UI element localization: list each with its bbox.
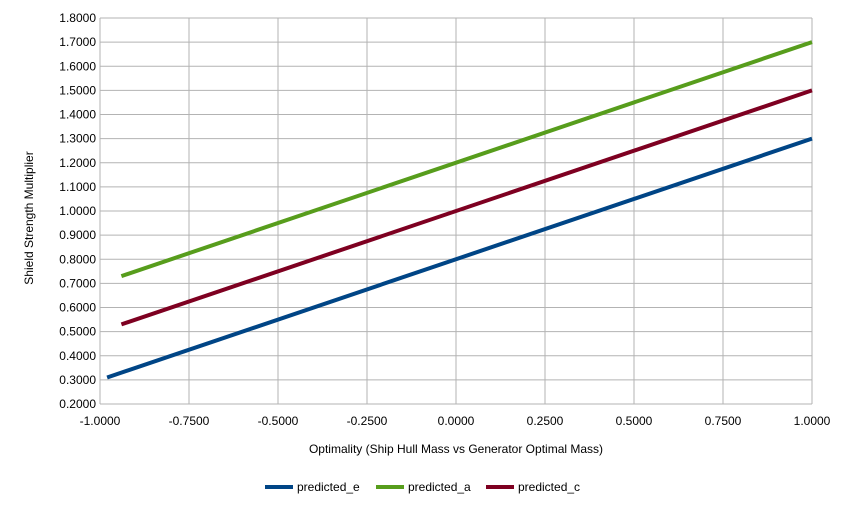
y-tick-label: 0.7000 (59, 276, 96, 290)
x-tick-label: -0.5000 (258, 414, 299, 428)
y-axis-title: Shield Strength Multiplier (22, 151, 36, 284)
series-line-predicted_e (106, 136, 813, 380)
y-tick-label: 0.6000 (59, 301, 96, 315)
legend: predicted_e predicted_a predicted_c (265, 480, 580, 494)
plot-area (106, 40, 813, 380)
x-axis-ticks: -1.0000 -0.7500 -0.5000 -0.2500 0.0000 0.2500… (80, 414, 831, 428)
y-tick-label: 1.5000 (59, 83, 96, 97)
y-tick-label: 0.2000 (59, 397, 96, 411)
grid (99, 17, 813, 405)
y-tick-label: 0.3000 (59, 373, 96, 387)
y-tick-label: 1.6000 (59, 59, 96, 73)
y-tick-label: 0.8000 (59, 252, 96, 266)
series-line-predicted_c (120, 88, 813, 327)
y-tick-label: 1.0000 (59, 204, 96, 218)
y-tick-label: 1.2000 (59, 156, 96, 170)
y-tick-label: 1.4000 (59, 108, 96, 122)
x-tick-label: 0.5000 (616, 414, 653, 428)
x-tick-label: -0.7500 (169, 414, 210, 428)
x-tick-label: 0.7500 (705, 414, 742, 428)
x-tick-label: 0.2500 (527, 414, 564, 428)
y-axis-ticks: 0.2000 0.3000 0.4000 0.5000 0.6000 0.7000 0.80… (59, 11, 96, 411)
legend-label: predicted_c (518, 480, 580, 494)
y-tick-label: 1.3000 (59, 132, 96, 146)
y-tick-label: 0.5000 (59, 325, 96, 339)
x-tick-label: -1.0000 (80, 414, 121, 428)
y-tick-label: 1.8000 (59, 11, 96, 25)
y-tick-label: 0.4000 (59, 349, 96, 363)
legend-label: predicted_e (297, 480, 360, 494)
x-tick-label: -0.2500 (347, 414, 388, 428)
x-tick-label: 1.0000 (794, 414, 831, 428)
x-axis-title: Optimality (Ship Hull Mass vs Generator … (309, 442, 603, 456)
y-tick-label: 0.9000 (59, 228, 96, 242)
y-tick-label: 1.7000 (59, 35, 96, 49)
series-line-predicted_a (120, 40, 813, 278)
y-tick-label: 1.1000 (59, 180, 96, 194)
legend-label: predicted_a (408, 480, 471, 494)
x-tick-label: 0.0000 (438, 414, 475, 428)
